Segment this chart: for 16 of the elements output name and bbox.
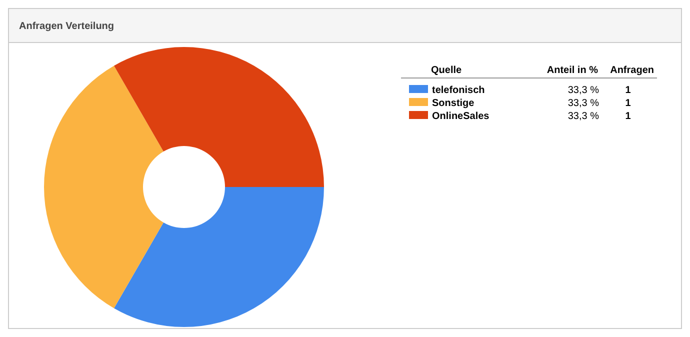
donut-slice [44, 66, 164, 308]
data-label: 33,3 % [568, 111, 600, 122]
text: Anteil in % [546, 65, 598, 76]
text: 1 [625, 98, 632, 109]
donut-slice [114, 187, 324, 327]
legend-title: Quelle [431, 65, 462, 76]
donut-slice [114, 47, 324, 187]
text: 1 [625, 111, 632, 122]
text: 1 [625, 85, 632, 96]
chart-title: Anfragen Verteilung [19, 21, 114, 32]
legend-label: telefonisch [432, 85, 485, 96]
legend-label: Sonstige [432, 98, 475, 109]
data-label: 33,3 % [568, 98, 600, 109]
data-label: 33,3 % [568, 85, 600, 96]
text: Anfragen [610, 65, 654, 76]
legend-label: OnlineSales [432, 111, 490, 122]
